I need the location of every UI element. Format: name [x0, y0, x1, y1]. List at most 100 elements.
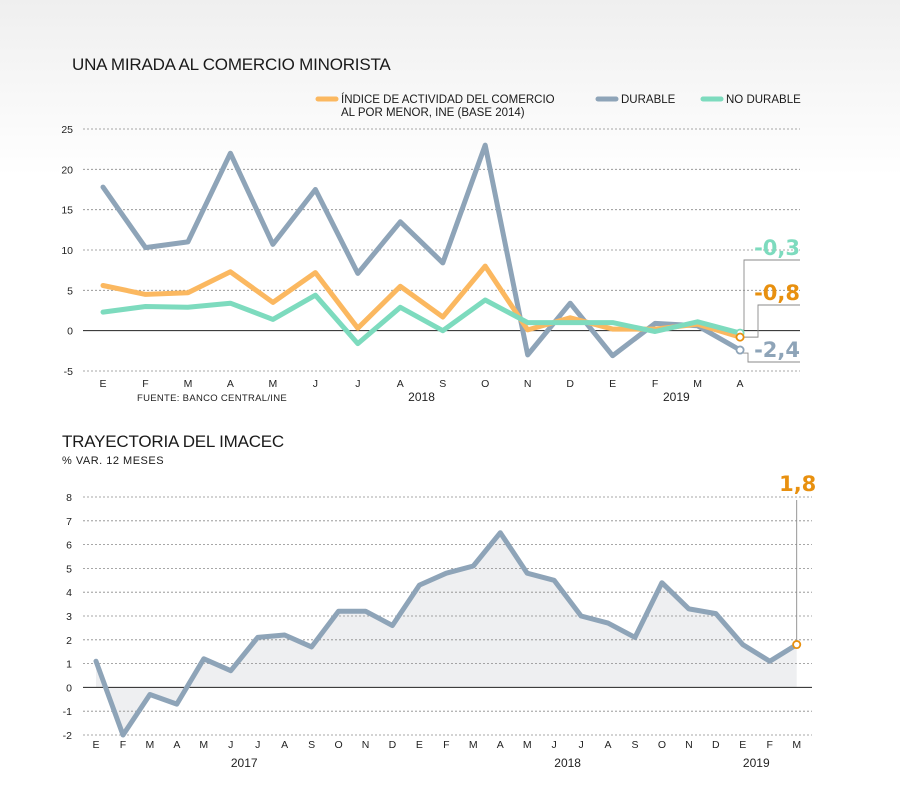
chart2-x-tick: A	[281, 739, 288, 751]
chart1-x-tick: J	[313, 378, 318, 390]
chart2-x-tick: F	[767, 739, 773, 751]
chart2-x-tick: D	[712, 739, 720, 751]
chart2-x-tick: S	[631, 739, 638, 751]
chart1-legend-label: DURABLE	[621, 94, 676, 106]
chart1-series-line	[100, 263, 743, 340]
chart2-x-tick: A	[605, 739, 612, 751]
chart2-y-tick: -1	[63, 706, 72, 718]
chart2-subtitle: % VAR. 12 MESES	[62, 455, 164, 467]
chart2-year-label: 2018	[554, 756, 581, 770]
chart2-grid	[83, 496, 812, 736]
chart2-x-tick: M	[469, 739, 478, 751]
chart2-x-tick: M	[199, 739, 208, 751]
chart1-end-label: -0,8	[754, 281, 800, 305]
chart2-x-tick: A	[173, 739, 180, 751]
chart2-end-label: 1,8	[779, 472, 816, 496]
chart1-legend-label: NO DURABLE	[726, 94, 801, 106]
chart1-y-tick: 5	[67, 285, 73, 297]
chart1-source: FUENTE: BANCO CENTRAL/INE	[137, 393, 287, 404]
chart2-y-tick: 2	[66, 635, 72, 647]
chart2-end-label: 1,8	[779, 472, 816, 650]
chart1-y-tick: 25	[61, 124, 73, 136]
chart2-year-label: 2019	[743, 756, 770, 770]
chart1-end-marker	[735, 332, 745, 342]
chart2-x-tick: J	[255, 739, 260, 751]
chart1-x-tick: S	[439, 378, 446, 390]
chart2-y-tick: -2	[63, 730, 72, 742]
chart2-area-fill	[96, 532, 797, 735]
chart2-x-tick: N	[362, 739, 370, 751]
chart2-series	[93, 530, 800, 738]
chart2-year-labels: 2017 2018 2019	[231, 756, 770, 770]
chart1-series	[100, 142, 743, 359]
chart1-x-tick: A	[227, 378, 234, 390]
chart1-x-tick: E	[609, 378, 616, 390]
chart2-year-label: 2017	[231, 756, 258, 770]
chart1-y-tick: 20	[61, 164, 73, 176]
chart1-series-line	[100, 142, 743, 359]
chart1-end-label: -2,4	[754, 338, 800, 362]
chart2-title: TRAYECTORIA DEL IMACEC	[62, 432, 284, 451]
chart2-x-tick: A	[497, 739, 504, 751]
chart1-y-tick: 15	[61, 205, 73, 217]
chart1-legend-label: ÍNDICE DE ACTIVIDAD DEL COMERCIO	[341, 93, 555, 106]
chart1-x-tick: N	[524, 378, 532, 390]
chart1-end-label: -0,3	[754, 236, 800, 260]
chart2-y-tick: 0	[66, 682, 72, 694]
chart2-x-tick: M	[523, 739, 532, 751]
chart2-area	[96, 532, 797, 735]
chart2-x-tick: N	[685, 739, 693, 751]
chart1-x-tick: D	[566, 378, 574, 390]
chart1-x-tick: E	[99, 378, 106, 390]
chart1-y-tick: 0	[67, 326, 73, 338]
chart2-x-tick: O	[658, 739, 666, 751]
chart2-x-tick: M	[792, 739, 801, 751]
chart1-grid	[83, 128, 800, 372]
chart2-x-tick: F	[443, 739, 449, 751]
chart1-year-label: 2018	[408, 390, 435, 404]
chart2-y-tick: 5	[66, 563, 72, 575]
chart2-x-tick: O	[334, 739, 342, 751]
chart2-x-tick: J	[228, 739, 233, 751]
chart1-x-tick: F	[652, 378, 658, 390]
chart1-title: UNA MIRADA AL COMERCIO MINORISTA	[72, 55, 391, 74]
chart1-x-tick: A	[397, 378, 404, 390]
chart2-x-tick: D	[389, 739, 397, 751]
chart1-x-tick: A	[737, 378, 744, 390]
chart2-y-tick: 6	[66, 540, 72, 552]
chart1-series-line	[100, 292, 743, 347]
chart2-x-tick: M	[146, 739, 155, 751]
chart1-y-axis: -5 0 5 10 15 20 25	[61, 124, 73, 378]
chart2-y-tick: 8	[66, 492, 72, 504]
chart2-x-tick: E	[739, 739, 746, 751]
chart2-x-tick: S	[308, 739, 315, 751]
chart2-x-tick: J	[552, 739, 557, 751]
chart2-x-tick: E	[92, 739, 99, 751]
chart1-year-labels: 2018 2019	[408, 390, 690, 404]
chart1-x-tick: O	[481, 378, 489, 390]
chart1-y-tick: -5	[64, 366, 73, 378]
chart1-y-tick: 10	[61, 245, 73, 257]
chart2-series-line	[93, 530, 800, 738]
chart2-y-axis: -2 -1 0 1 2 3 4 5 6 7 8	[63, 492, 73, 742]
chart1-year-label: 2019	[663, 390, 690, 404]
chart2-x-tick: J	[578, 739, 583, 751]
chart1-callout-line	[744, 304, 800, 338]
chart2-y-tick: 1	[66, 659, 72, 671]
chart1-callout-line	[743, 352, 800, 363]
chart2-x-tick: F	[120, 739, 126, 751]
chart2-end-marker	[792, 640, 802, 650]
chart1-legend-label: AL POR MENOR, INE (BASE 2014)	[341, 107, 525, 119]
chart1-x-tick: J	[355, 378, 360, 390]
chart1-x-tick: F	[142, 378, 148, 390]
chart2-y-tick: 3	[66, 611, 72, 623]
chart2-x-tick: E	[416, 739, 423, 751]
chart1-end-labels: -0,3 -0,8 -2,4	[735, 236, 800, 363]
chart1-x-tick: M	[269, 378, 278, 390]
chart2-y-tick: 4	[66, 587, 72, 599]
